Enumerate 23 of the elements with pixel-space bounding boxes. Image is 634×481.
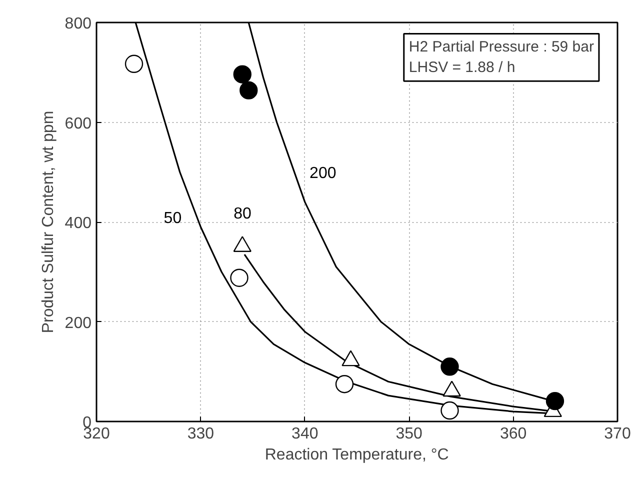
x-tick-label: 350 <box>396 426 423 442</box>
point <box>124 54 144 73</box>
series-label: 200 <box>310 165 336 182</box>
point <box>440 401 459 420</box>
x-tick-label: 370 <box>604 426 631 442</box>
point <box>335 375 354 394</box>
point <box>230 268 248 287</box>
series-label: 50 <box>164 210 182 227</box>
point <box>546 392 564 410</box>
y-tick-label: 800 <box>64 16 92 32</box>
annotation: H2 Partial Pressure : 59 bar LHSV = 1.88 / h <box>408 38 594 76</box>
x-tick-label: 340 <box>292 426 318 442</box>
point <box>240 81 258 100</box>
x-tick-label: 330 <box>187 426 214 442</box>
point <box>440 358 459 376</box>
y-tick-label: 600 <box>64 115 92 132</box>
point <box>233 65 252 84</box>
y-tick-label: 400 <box>64 215 92 232</box>
x-axis-title: Reaction Temperature, °C <box>264 446 449 464</box>
y-axis-title: Product Sulfur Content, wt ppm <box>40 110 57 334</box>
text: 80 <box>234 205 252 222</box>
y-tick-label: 200 <box>64 314 92 332</box>
x-tick-label: 360 <box>500 426 527 442</box>
